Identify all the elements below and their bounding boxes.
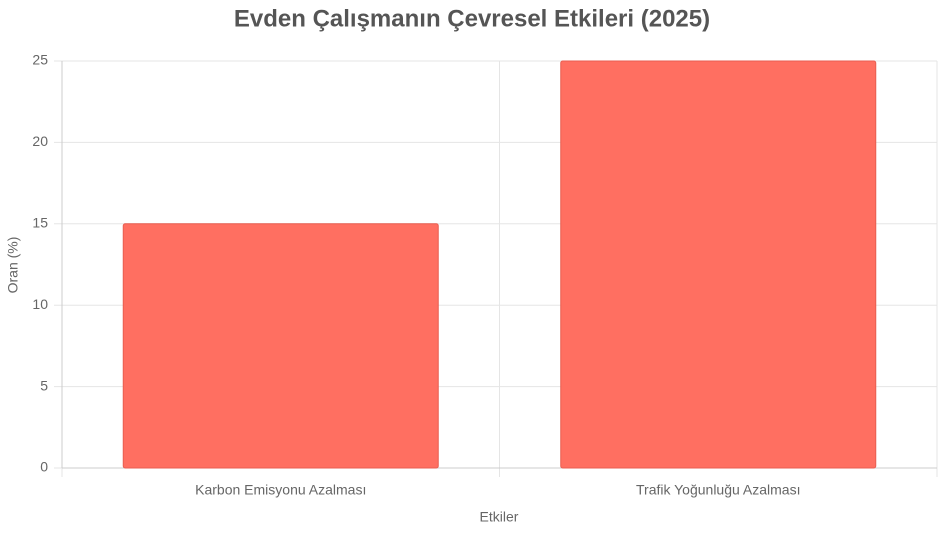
y-tick-label: 25 (32, 52, 48, 68)
y-tick-label: 20 (32, 133, 48, 149)
bar (560, 60, 877, 469)
x-axis-title: Etkiler (480, 509, 519, 525)
bar (122, 223, 439, 469)
y-tick-label: 5 (40, 377, 48, 393)
y-tick-label: 10 (32, 296, 48, 312)
x-tick-label: Trafik Yoğunluğu Azalması (636, 482, 800, 498)
x-tick-label: Karbon Emisyonu Azalması (195, 482, 366, 498)
chart-title: Evden Çalışmanın Çevresel Etkileri (2025… (234, 5, 710, 32)
y-tick-label: 0 (40, 459, 48, 475)
y-axis-title: Oran (%) (5, 237, 21, 294)
y-tick-label: 15 (32, 215, 48, 231)
